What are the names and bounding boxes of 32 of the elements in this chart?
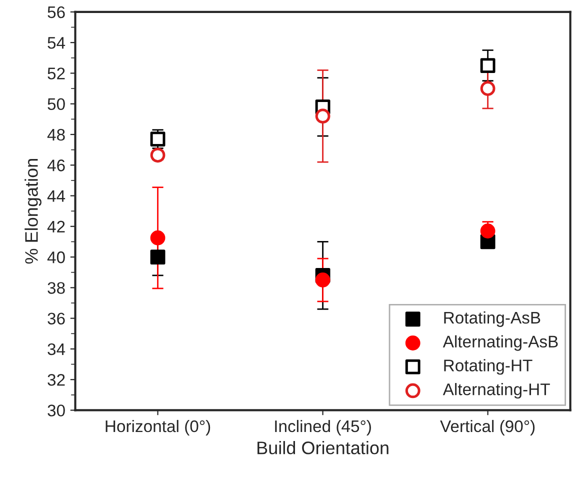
y-tick-label: 38 <box>48 282 65 294</box>
y-tick-label: 56 <box>48 6 65 18</box>
point <box>150 148 166 163</box>
x-axis-title: Build Orientation <box>258 441 388 454</box>
legend-label: Alternating-AsB <box>442 335 558 351</box>
y-tick-label: 34 <box>48 343 66 356</box>
y-tick-label: 30 <box>48 404 65 416</box>
point <box>480 58 496 74</box>
y-tick-label: 44 <box>47 190 66 202</box>
y-tick-label: 48 <box>47 128 65 141</box>
point <box>150 132 166 147</box>
y-tick-label: 50 <box>48 98 65 110</box>
y-tick-label: 42 <box>47 220 65 232</box>
point <box>150 250 166 264</box>
point <box>315 272 330 288</box>
legend-label: Alternating-HT <box>442 383 550 399</box>
point <box>480 81 496 96</box>
x-tick-label: Inclined (45°) <box>275 420 371 436</box>
x-tick-label: Horizontal (0°) <box>106 420 210 436</box>
point <box>480 224 496 238</box>
legend-label: Rotating-AsB <box>444 311 540 327</box>
y-tick-label: 46 <box>47 160 65 172</box>
y-tick-label: 40 <box>47 251 65 264</box>
legend-label: Rotating-HT <box>444 359 532 375</box>
y-tick-label: 32 <box>48 374 65 386</box>
y-tick-label: 54 <box>48 37 66 49</box>
x-tick-label: Vertical (90°) <box>440 420 535 436</box>
point <box>150 230 166 246</box>
y-axis-title: % Elongation <box>24 159 42 264</box>
y-tick-label: 36 <box>48 312 65 325</box>
y-tick-label: 52 <box>48 68 65 80</box>
point <box>315 108 330 124</box>
